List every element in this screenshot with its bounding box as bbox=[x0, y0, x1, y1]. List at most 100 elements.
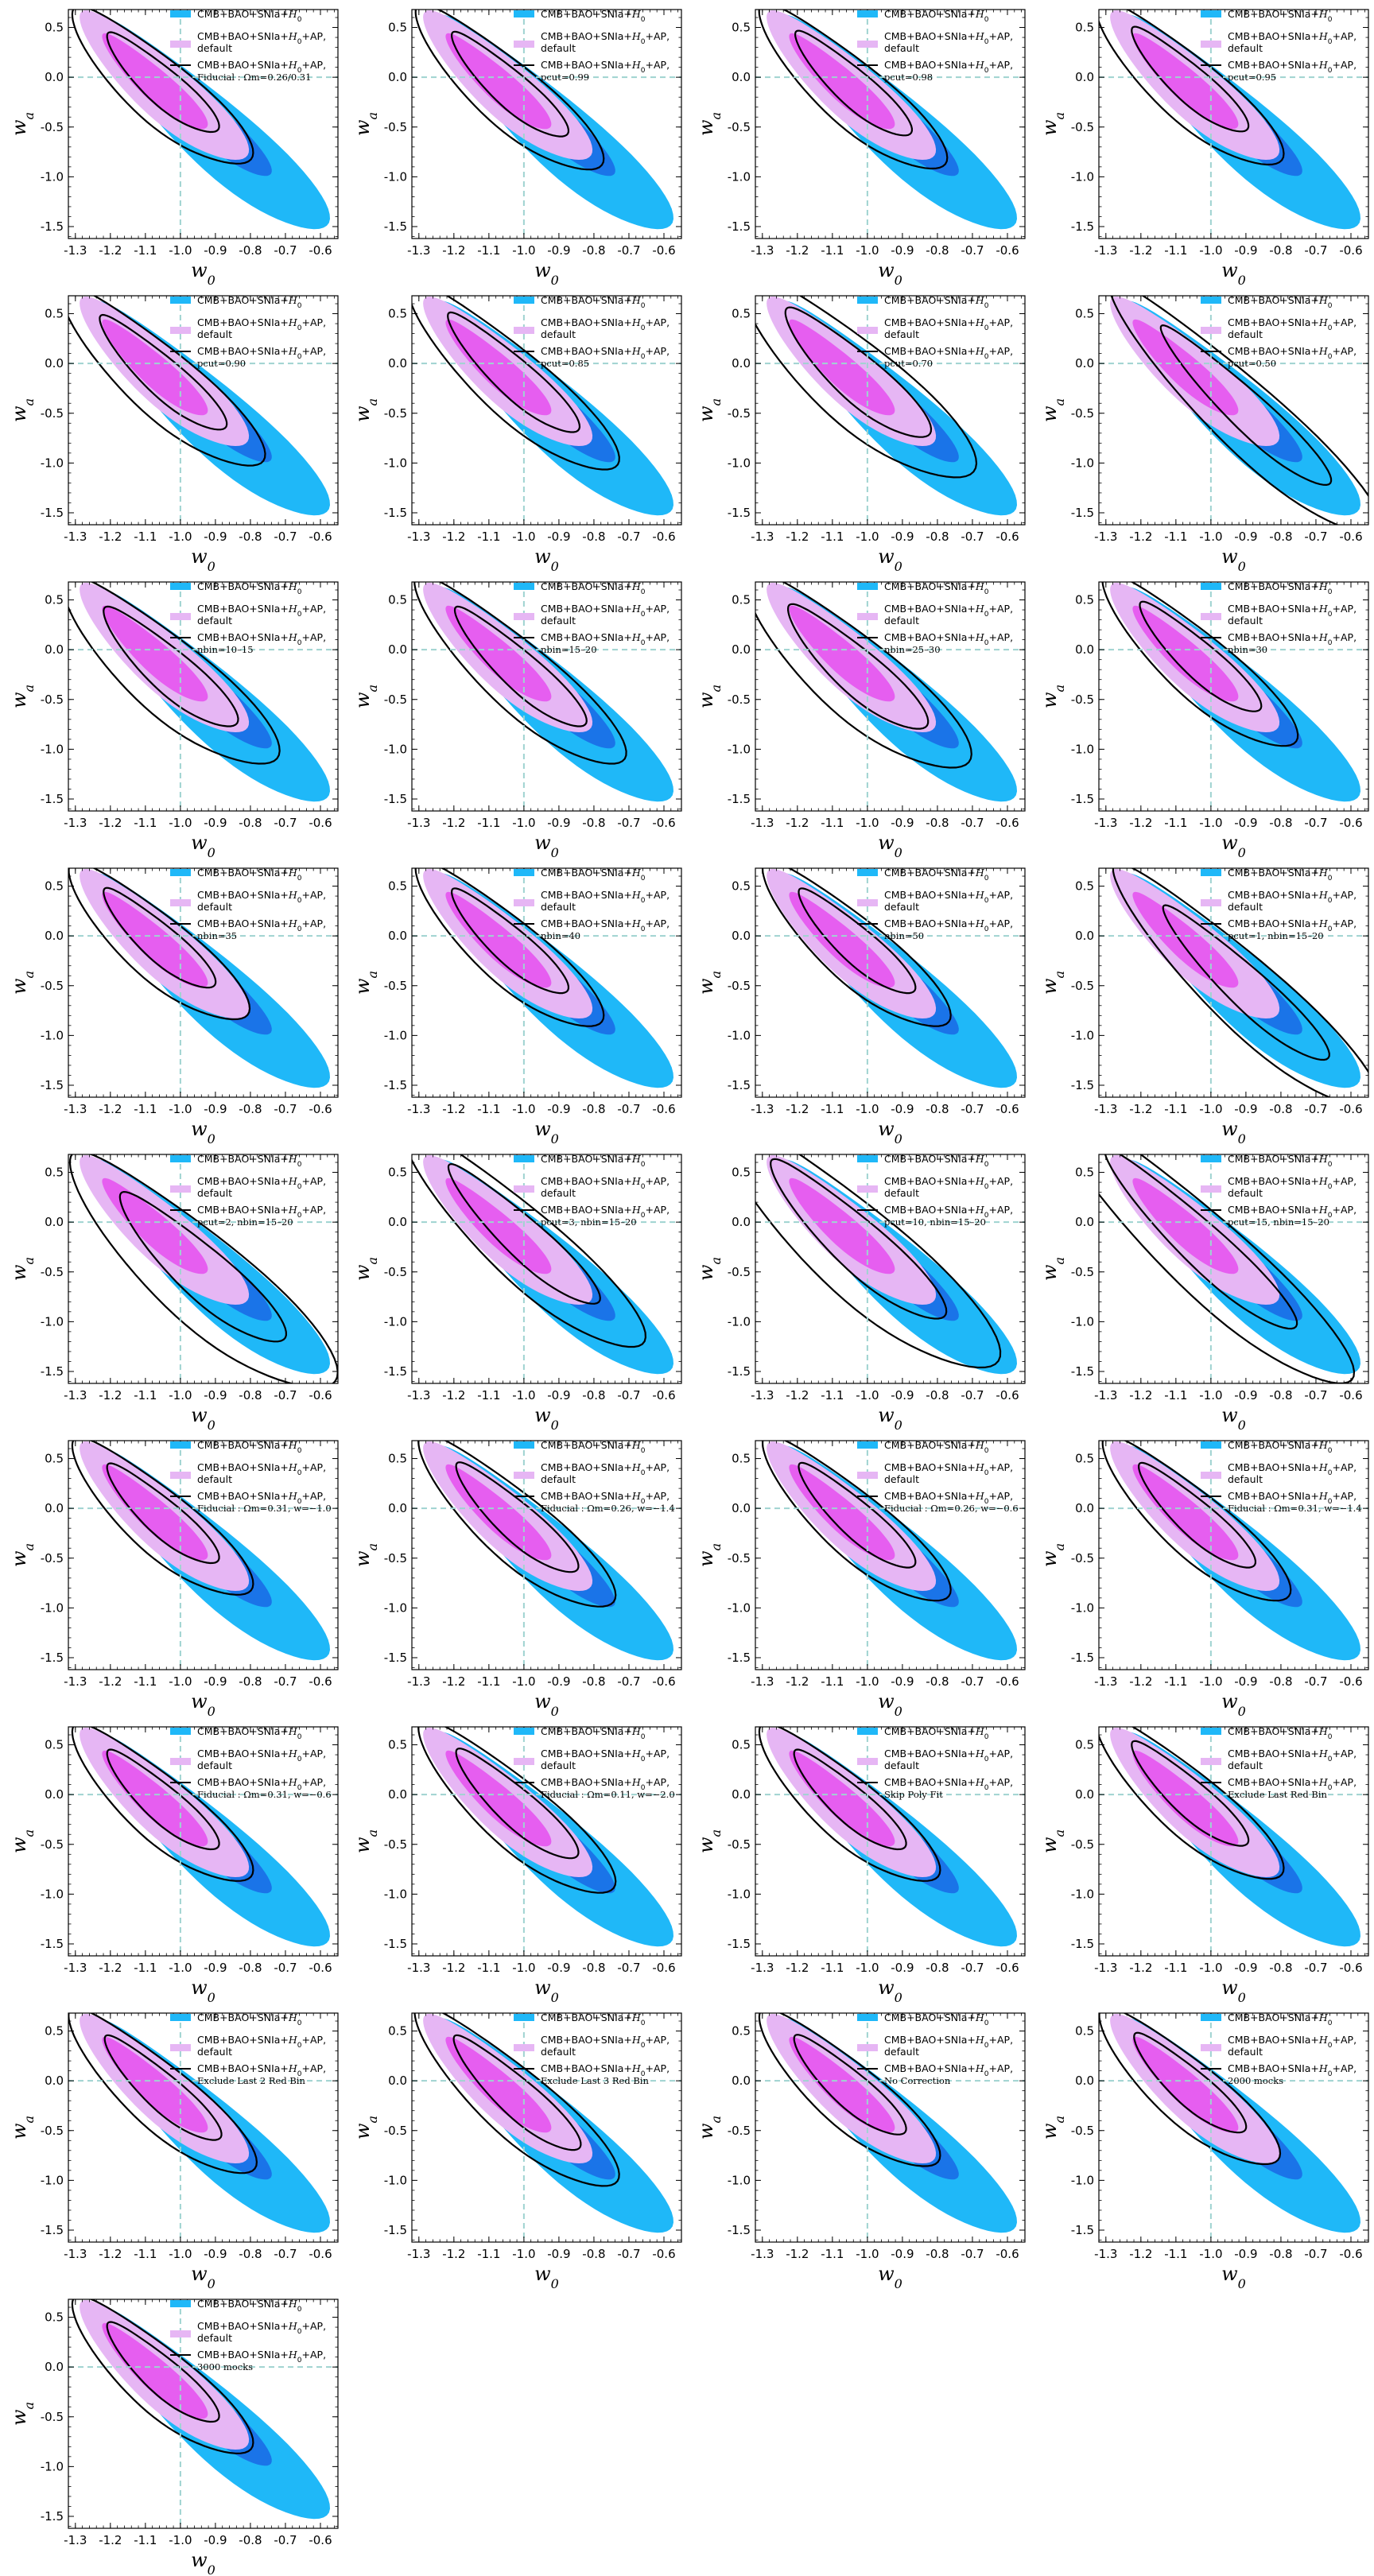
black-95-contour bbox=[414, 10, 605, 171]
legend-entry-variant: nbin=40 bbox=[541, 930, 580, 941]
y-tick-label: -1.0 bbox=[384, 2173, 407, 2187]
x-tick-label: -0.8 bbox=[1269, 530, 1292, 544]
pink-68-contour bbox=[102, 891, 208, 988]
legend-entry-variant: nbin=25–30 bbox=[884, 644, 941, 655]
y-tick-label: -0.5 bbox=[41, 2124, 64, 2138]
legend-entry-pink-default: default bbox=[1228, 2046, 1263, 2058]
y-tick-label: 0.0 bbox=[732, 1215, 751, 1229]
y-tick-label: 0.5 bbox=[388, 1452, 407, 1466]
pink-68-contour bbox=[102, 605, 208, 702]
x-tick-label: -1.3 bbox=[751, 1388, 774, 1402]
legend: CMB+BAO+SNIa+H0CMB+BAO+SNIa+H0+AP,defaul… bbox=[170, 1725, 332, 1800]
legend-entry-variant: Exclude Last 3 Red Bin bbox=[541, 2075, 649, 2086]
y-tick-label: 0.0 bbox=[1075, 642, 1094, 657]
plot-frame bbox=[411, 1440, 682, 1670]
black-95-contour bbox=[758, 1727, 941, 1882]
contour-plot: -1.3 -1.2 -1.1 -1.0 -0.9 -0.8 -0.7 -0.6 0.5 0.0 -0… bbox=[351, 2012, 682, 2290]
y-tick-label: -0.5 bbox=[41, 1265, 64, 1279]
x-tick-label: -1.0 bbox=[169, 530, 192, 544]
legend-swatch-pink bbox=[1201, 1185, 1221, 1193]
x-axis-label: w0 bbox=[1221, 1404, 1246, 1431]
x-axis-label: w0 bbox=[878, 259, 902, 286]
y-tick-label: 0.0 bbox=[388, 356, 407, 370]
x-tick-label: -0.6 bbox=[996, 530, 1019, 544]
contour-plot: -1.3 -1.2 -1.1 -1.0 -0.9 -0.8 -0.7 -0.6 0.5 0.0 -0… bbox=[351, 1439, 682, 1717]
black-95-contour bbox=[68, 868, 251, 1021]
x-tick-label: -1.0 bbox=[856, 530, 879, 544]
legend-entry-variant: pcut=1, nbin=15–20 bbox=[1228, 930, 1324, 941]
x-tick-label: -0.7 bbox=[961, 530, 984, 544]
x-tick-label: -0.7 bbox=[961, 1102, 984, 1116]
contour-plot: -1.3 -1.2 -1.1 -1.0 -0.9 -0.8 -0.7 -0.6 0.5 0.0 -0… bbox=[351, 8, 682, 286]
contour-panel: -1.3 -1.2 -1.1 -1.0 -0.9 -0.8 -0.7 -0.6 0.5 0.0 -0… bbox=[344, 1145, 687, 1431]
legend-entry-variant: Fiducial : Ωm=0.26, w=−1.4 bbox=[541, 1503, 675, 1514]
black-68-contour bbox=[455, 1461, 580, 1573]
x-tick-label: -0.9 bbox=[891, 243, 914, 258]
x-tick-label: -0.9 bbox=[1234, 530, 1257, 544]
contour-plot: -1.3 -1.2 -1.1 -1.0 -0.9 -0.8 -0.7 -0.6 0.5 0.0 -0… bbox=[695, 8, 1026, 286]
x-tick-label: -0.7 bbox=[274, 2247, 297, 2261]
plot-frame bbox=[1098, 9, 1369, 239]
pink-68-contour bbox=[102, 1177, 208, 1274]
x-tick-label: -0.9 bbox=[1234, 243, 1257, 258]
x-axis-label: w0 bbox=[534, 1404, 559, 1431]
x-axis-label: w0 bbox=[191, 545, 215, 572]
y-tick-label: 0.5 bbox=[388, 307, 407, 321]
legend-swatch-blue bbox=[514, 1155, 534, 1162]
contour-plot: -1.3 -1.2 -1.1 -1.0 -0.9 -0.8 -0.7 -0.6 0.5 0.0 -0… bbox=[351, 1153, 682, 1431]
legend-swatch-blue bbox=[170, 2014, 191, 2021]
x-tick-label: -0.8 bbox=[582, 1674, 605, 1689]
legend-entry-variant: pcut=0.50 bbox=[1228, 358, 1276, 369]
legend-entry-blue: CMB+BAO+SNIa+H0 bbox=[1228, 2012, 1333, 2027]
x-axis-label: w0 bbox=[1221, 2263, 1246, 2290]
contour-plot: -1.3 -1.2 -1.1 -1.0 -0.9 -0.8 -0.7 -0.6 0.5 0.0 -0… bbox=[351, 294, 682, 572]
legend-entry-variant: Fiducial : Ωm=0.26/0.31 bbox=[197, 72, 311, 83]
legend: CMB+BAO+SNIa+H0CMB+BAO+SNIa+H0+AP,defaul… bbox=[857, 8, 1013, 83]
x-tick-label: -1.1 bbox=[477, 816, 500, 830]
plot-frame bbox=[1098, 1726, 1369, 1957]
x-tick-label: -0.6 bbox=[652, 243, 675, 258]
legend-entry-pink-default: default bbox=[197, 901, 232, 913]
x-tick-label: -1.2 bbox=[1129, 2247, 1152, 2261]
x-axis-label: w0 bbox=[191, 1977, 215, 2004]
black-68-contour bbox=[1133, 2031, 1248, 2134]
x-axis-label: w0 bbox=[534, 1690, 559, 1717]
legend-entry-blue: CMB+BAO+SNIa+H0 bbox=[197, 1725, 302, 1741]
pink-68-contour bbox=[789, 2036, 895, 2133]
legend-entry-blue: CMB+BAO+SNIa+H0 bbox=[541, 2012, 646, 2027]
legend-swatch-pink bbox=[857, 41, 878, 48]
contour-plot: -1.3 -1.2 -1.1 -1.0 -0.9 -0.8 -0.7 -0.6 0.5 0.0 -0… bbox=[1038, 867, 1369, 1145]
contour-plot: -1.3 -1.2 -1.1 -1.0 -0.9 -0.8 -0.7 -0.6 0.5 0.0 -0… bbox=[8, 8, 339, 286]
legend-swatch-pink bbox=[1201, 2044, 1221, 2051]
y-tick-label: 0.5 bbox=[388, 593, 407, 607]
x-tick-label: -1.3 bbox=[407, 816, 430, 830]
legend-entry-pink-default: default bbox=[1228, 1473, 1263, 1485]
black-68-contour bbox=[793, 2034, 907, 2136]
x-tick-label: -0.6 bbox=[652, 816, 675, 830]
legend-swatch-blue bbox=[170, 869, 191, 876]
x-tick-label: -0.9 bbox=[547, 1674, 570, 1689]
y-tick-label: 0.0 bbox=[388, 2074, 407, 2088]
x-tick-label: -1.0 bbox=[512, 530, 535, 544]
y-axis-label: wa bbox=[8, 1543, 37, 1567]
legend-swatch-blue bbox=[514, 297, 534, 304]
y-tick-label: -1.0 bbox=[728, 742, 751, 756]
x-tick-label: -1.0 bbox=[169, 1674, 192, 1689]
y-axis-label: wa bbox=[695, 2116, 724, 2140]
plot-frame bbox=[1098, 2012, 1369, 2243]
plot-frame bbox=[68, 581, 339, 812]
x-tick-label: -0.8 bbox=[582, 530, 605, 544]
x-tick-label: -0.7 bbox=[617, 1388, 640, 1402]
x-tick-label: -0.7 bbox=[961, 1388, 984, 1402]
x-tick-label: -0.9 bbox=[891, 2247, 914, 2261]
y-tick-label: -0.5 bbox=[384, 1837, 407, 1852]
black-95-contour bbox=[71, 1441, 254, 1596]
x-tick-label: -0.6 bbox=[309, 2533, 332, 2547]
x-tick-label: -0.8 bbox=[926, 530, 949, 544]
legend-swatch-blue bbox=[1201, 10, 1221, 17]
y-tick-label: 0.0 bbox=[45, 2074, 64, 2088]
y-tick-label: 0.5 bbox=[1075, 1738, 1094, 1752]
legend-entry-blue: CMB+BAO+SNIa+H0 bbox=[1228, 1725, 1333, 1741]
black-95-contour bbox=[758, 10, 949, 170]
legend-entry-blue: CMB+BAO+SNIa+H0 bbox=[541, 8, 646, 24]
